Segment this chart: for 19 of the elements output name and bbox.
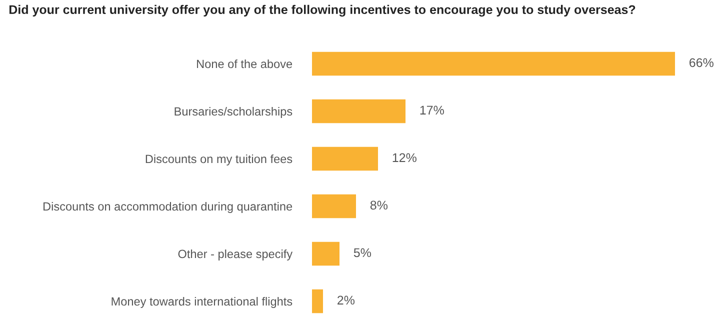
- bar: [312, 99, 406, 124]
- data-label: 2%: [338, 296, 355, 305]
- bar: [312, 194, 356, 218]
- bar: [312, 289, 323, 314]
- y-tick-label: Money towards international flights: [112, 296, 292, 308]
- bar: [312, 242, 340, 266]
- data-label: 5%: [354, 248, 372, 258]
- chart-title: Did your current university offer you any of the following incentives to encourage you to study overseas?: [9, 4, 636, 17]
- data-label: 12%: [392, 153, 416, 162]
- data-label: 8%: [370, 200, 388, 210]
- data-label: 66%: [690, 58, 714, 68]
- bar: [312, 146, 378, 171]
- data-label: 17%: [420, 106, 444, 115]
- y-tick-label: Discounts on my tuition fees: [146, 154, 292, 166]
- y-tick-label: Bursaries/scholarships: [174, 106, 292, 118]
- y-tick-label: Discounts on accommodation during quarantine: [44, 202, 292, 213]
- bar: [312, 52, 675, 76]
- y-tick-label: None of the above: [197, 59, 292, 68]
- y-tick-label: Other - please specify: [178, 249, 293, 260]
